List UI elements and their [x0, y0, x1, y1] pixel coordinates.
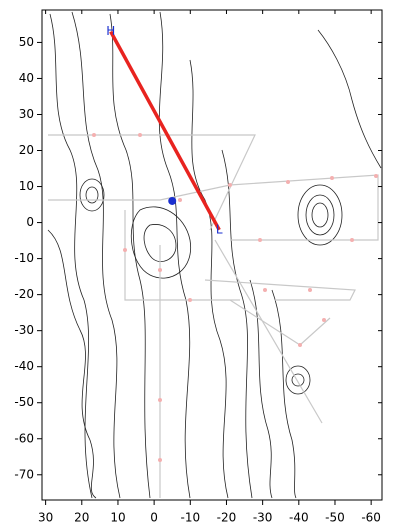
track-line [109, 30, 221, 231]
x-tick-label: -50 [325, 511, 345, 525]
y-tick-label: 0 [26, 215, 34, 229]
x-tick-label: 10 [110, 511, 125, 525]
y-tick-label: -40 [14, 359, 34, 373]
x-tick-label: -10 [180, 511, 200, 525]
pressure-marker: H [106, 24, 115, 38]
contours [47, 11, 382, 499]
plot-frame [41, 9, 383, 501]
pressure-marker: L [216, 222, 223, 236]
y-tick-label: -10 [14, 251, 34, 265]
y-tick-label: -20 [14, 287, 34, 301]
station-point [168, 196, 177, 205]
x-tick-label: -30 [253, 511, 273, 525]
y-tick-label: -50 [14, 395, 34, 409]
x-tick-label: 30 [38, 511, 53, 525]
y-tick-label: 20 [19, 143, 34, 157]
x-tick-label: 0 [150, 511, 158, 525]
y-tick-label: -60 [14, 431, 34, 445]
track-points [92, 133, 378, 462]
x-tick-label: -20 [217, 511, 237, 525]
y-tick-label: 10 [19, 179, 34, 193]
y-tick-label: 30 [19, 107, 34, 121]
y-tick-label: 40 [19, 71, 34, 85]
y-tick-label: -70 [14, 467, 34, 481]
x-tick-label: -60 [361, 511, 381, 525]
x-tick-label: 20 [74, 511, 89, 525]
x-tick-label: -40 [289, 511, 309, 525]
y-tick-label: 50 [19, 35, 34, 49]
y-tick-label: -30 [14, 323, 34, 337]
